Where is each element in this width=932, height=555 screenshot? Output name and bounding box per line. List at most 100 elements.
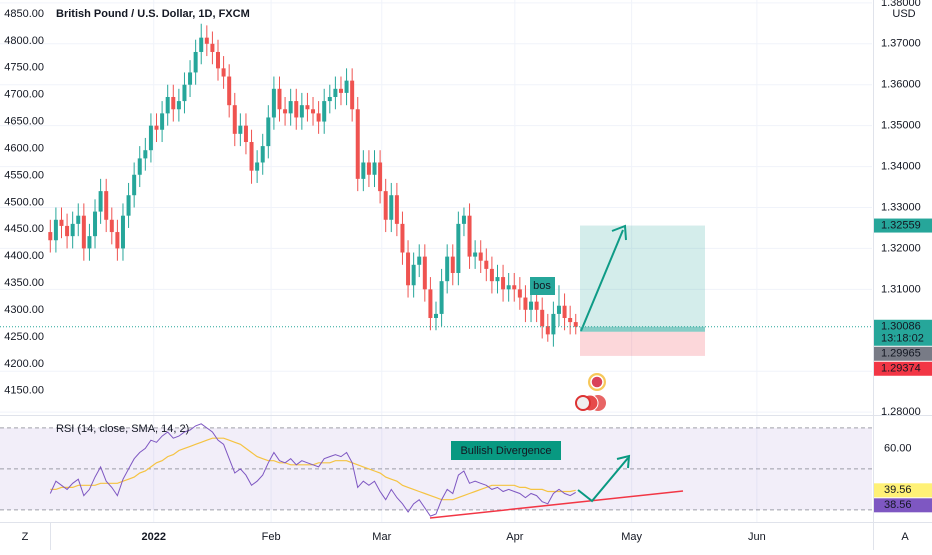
candle-body [400, 223, 405, 253]
candle-body [266, 117, 271, 147]
y2-tick-label: 4150.00 [4, 385, 44, 397]
candle-body [115, 232, 120, 249]
candle-body [545, 326, 550, 335]
candle-body [456, 223, 461, 273]
candle-body [439, 281, 444, 314]
y-tick-label: 1.33000 [881, 201, 921, 213]
y2-tick-label: 4500.00 [4, 196, 44, 208]
candle-body [378, 162, 383, 192]
candle-body [59, 219, 64, 226]
candle-body [417, 256, 422, 265]
candle-body [182, 84, 187, 102]
candle-body [216, 51, 220, 69]
candle-body [288, 101, 293, 114]
candle-body [383, 191, 388, 220]
candle-body [422, 256, 427, 290]
x-tick-label: Mar [372, 531, 391, 543]
candle-body [327, 96, 332, 102]
candle-body [389, 195, 394, 220]
candle-body [411, 264, 416, 286]
candle-body [344, 80, 349, 93]
rsi-title: RSI (14, close, SMA, 14, 2) [56, 423, 189, 435]
last-price-tag-text: 1.30086 [881, 321, 921, 333]
candle-body [473, 252, 478, 257]
last-price-tag [874, 319, 932, 346]
candle-body [450, 256, 455, 273]
y2-tick-label: 4400.00 [4, 250, 44, 262]
y2-tick-label: 4300.00 [4, 304, 44, 316]
x-tick-label: May [621, 531, 642, 543]
candle-body [70, 223, 75, 237]
candle-body [232, 105, 237, 134]
y-tick-label: 1.37000 [881, 38, 921, 50]
candle-body [461, 215, 466, 224]
candle-body [311, 109, 316, 114]
y-tick-label: 1.38000 [881, 0, 921, 9]
candle-body [176, 101, 181, 110]
open-profit-zone [580, 326, 705, 332]
last-price-tag-text: 13:18:02 [881, 333, 924, 345]
candle-body [98, 191, 103, 212]
candle-body [271, 88, 276, 118]
event-icon-flag[interactable] [590, 375, 604, 389]
y-tick-label: 1.36000 [881, 79, 921, 91]
divergence-label: Bullish Divergence [460, 445, 551, 457]
x-tick-label: Apr [506, 531, 523, 543]
candle-body [65, 225, 70, 237]
event-icons[interactable] [575, 373, 606, 412]
x-tick-label: Feb [262, 531, 281, 543]
candle-body [484, 260, 489, 269]
y2-tick-label: 4650.00 [4, 116, 44, 128]
target-zone [580, 225, 705, 332]
chart-title: British Pound / U.S. Dollar, 1D, FXCM [56, 8, 250, 20]
event-icon-flag[interactable] [575, 395, 591, 411]
entry-tag-text: 1.29965 [881, 348, 921, 360]
sma-tag-text: 39.56 [884, 484, 912, 496]
y-tick-label: 1.32000 [881, 242, 921, 254]
candle-body [506, 285, 511, 290]
y2-tick-label: 4450.00 [4, 223, 44, 235]
candle-body [428, 289, 433, 319]
candle-body [143, 150, 148, 159]
candle-body [294, 101, 299, 118]
candle-body [87, 236, 92, 249]
rsi-tag [874, 498, 932, 513]
candle-body [434, 313, 438, 319]
candle-body [333, 88, 338, 97]
y-tick-label: 1.31000 [881, 283, 921, 295]
rsi-arrow [577, 457, 629, 503]
candle-body [338, 88, 343, 93]
candle-body [350, 80, 355, 110]
candle-body [210, 43, 215, 52]
candle-body [573, 322, 578, 327]
candle-body [221, 68, 226, 77]
toolbar-button[interactable]: A [901, 531, 909, 543]
x-tick-label: Jun [748, 531, 766, 543]
candle-body [109, 219, 114, 233]
candle-body [255, 162, 260, 171]
entry-tag [874, 346, 932, 361]
candle-body [132, 174, 137, 196]
candle-body [137, 158, 142, 175]
candle-body [501, 277, 506, 290]
x-tick-label: 2022 [141, 531, 165, 543]
candle-body [243, 125, 248, 143]
rsi-tick-label: 60.00 [884, 442, 912, 454]
target-tag [874, 218, 932, 233]
y-tick-label: 1.35000 [881, 120, 921, 132]
y-tick-label: 1.34000 [881, 160, 921, 172]
candle-body [445, 256, 450, 282]
y2-tick-label: 4750.00 [4, 62, 44, 74]
toolbar-button[interactable]: Z [22, 531, 29, 543]
bos-label: bos [533, 280, 551, 292]
candle-body [283, 109, 288, 114]
grid [0, 0, 872, 522]
projection-arrow [580, 229, 624, 332]
candle-body [277, 88, 282, 110]
stop-tag-text: 1.29374 [881, 363, 921, 375]
candle-body [540, 309, 545, 327]
divergence-box [451, 441, 561, 460]
currency-label: USD [892, 8, 915, 20]
candle-body [227, 76, 232, 106]
candle-body [148, 125, 153, 151]
